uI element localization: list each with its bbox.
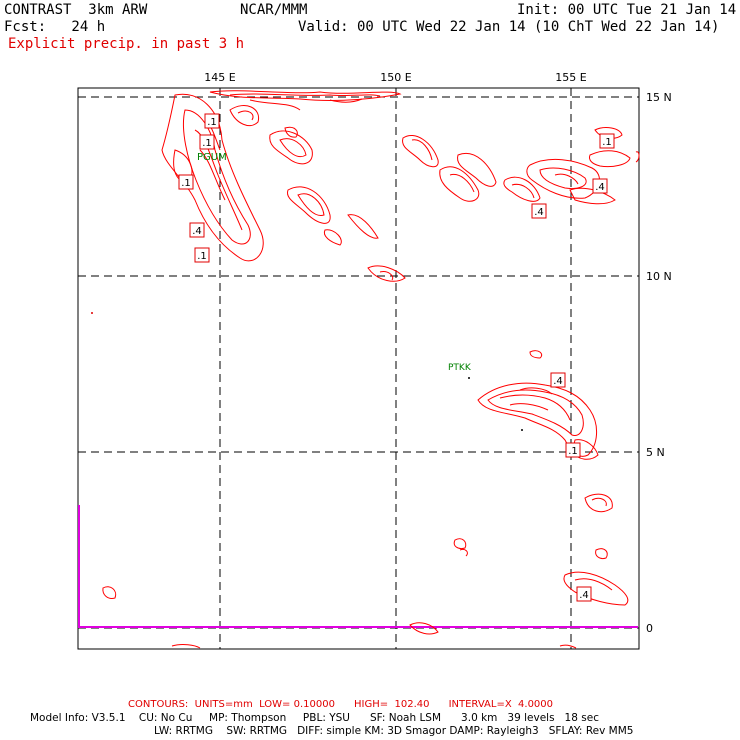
- lat-label-0: 0: [646, 622, 653, 635]
- contour-label: .1: [568, 446, 578, 457]
- contour-label: .1: [202, 138, 212, 149]
- lon-label-155: 155 E: [555, 71, 586, 84]
- domain-boundary: [78, 505, 638, 628]
- contour-label: .4: [579, 590, 589, 601]
- contour-label: .1: [181, 178, 191, 189]
- graticule: [78, 88, 639, 649]
- station-marker: [468, 377, 470, 379]
- model-info-line-2: LW: RRTMG SW: RRTMG DIFF: simple KM: 3D …: [154, 725, 634, 737]
- contour-label: .1: [207, 117, 217, 128]
- map-frame: [77, 87, 640, 650]
- lat-label-5n: 5 N: [646, 446, 665, 459]
- contour-label: .1: [197, 251, 207, 262]
- field-title: Explicit precip. in past 3 h: [8, 36, 245, 52]
- lon-label-145: 145 E: [204, 71, 235, 84]
- contour-label: .4: [595, 182, 605, 193]
- station-pgum: PGUM: [197, 152, 227, 163]
- precip-dot: [91, 312, 93, 314]
- contour-label: .4: [553, 376, 563, 387]
- contour-label: .4: [192, 226, 202, 237]
- contour-label-box: [576, 586, 592, 602]
- lon-label-150: 150 E: [380, 71, 411, 84]
- precip-contours: [102, 90, 640, 649]
- station-marker: [521, 429, 523, 431]
- init-time: Init: 00 UTC Tue 21 Jan 14: [517, 2, 737, 18]
- contour-labels: .1 .1 .1 .4 .1 .1 .4 .4 .4 .1: [178, 113, 615, 458]
- contour-label: .1: [602, 137, 612, 148]
- contour-label: .4: [534, 207, 544, 218]
- model-info-line-1: Model Info: V3.5.1 CU: No Cu MP: Thompso…: [30, 712, 599, 724]
- model-title: CONTRAST 3km ARW: [4, 2, 148, 18]
- center-title: NCAR/MMM: [240, 2, 308, 18]
- station-ptkk: PTKK: [448, 363, 472, 373]
- contours-info: CONTOURS: UNITS=mm LOW= 0.10000 HIGH= 10…: [128, 699, 554, 710]
- valid-time: Valid: 00 UTC Wed 22 Jan 14 (10 ChT Wed …: [298, 19, 720, 35]
- lat-label-15n: 15 N: [646, 91, 672, 104]
- forecast-hour: Fcst: 24 h: [4, 19, 106, 35]
- lat-label-10n: 10 N: [646, 270, 672, 283]
